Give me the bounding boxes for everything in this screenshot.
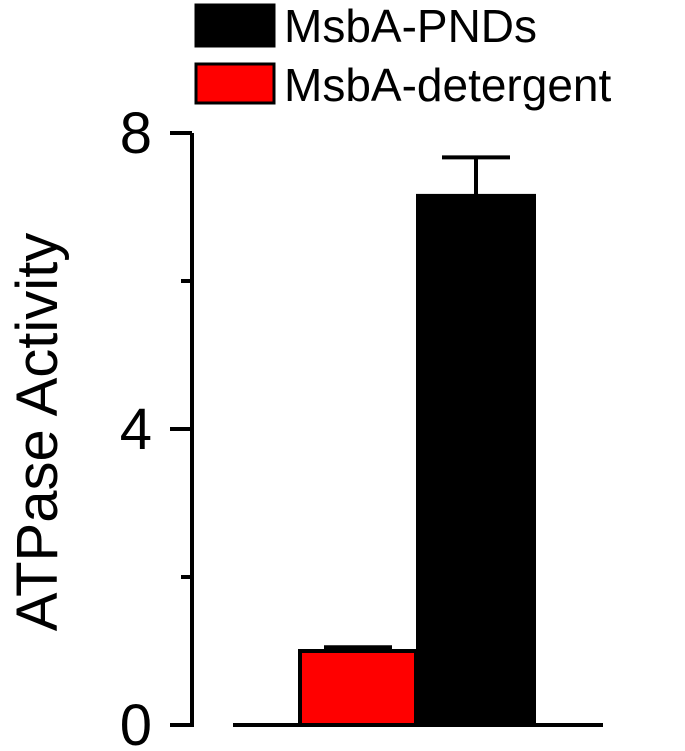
legend-label-detergent: MsbA-detergent (284, 59, 611, 111)
y-tick-label: 0 (120, 693, 152, 751)
bars (298, 155, 536, 727)
legend-swatch-pnds (194, 3, 276, 48)
y-axis-ticks: 0 4 8 (120, 101, 192, 751)
y-tick-label: 4 (120, 397, 152, 462)
y-axis-title: ATPase Activity (5, 233, 70, 632)
legend-label-pnds: MsbA-PNDs (284, 0, 537, 52)
legend-swatch-detergent (194, 62, 276, 105)
legend: MsbA-PNDs MsbA-detergent (194, 0, 611, 111)
y-tick-label: 8 (120, 101, 152, 166)
bar-msba-pnds (416, 193, 536, 727)
bar-msba-detergent (298, 649, 418, 727)
